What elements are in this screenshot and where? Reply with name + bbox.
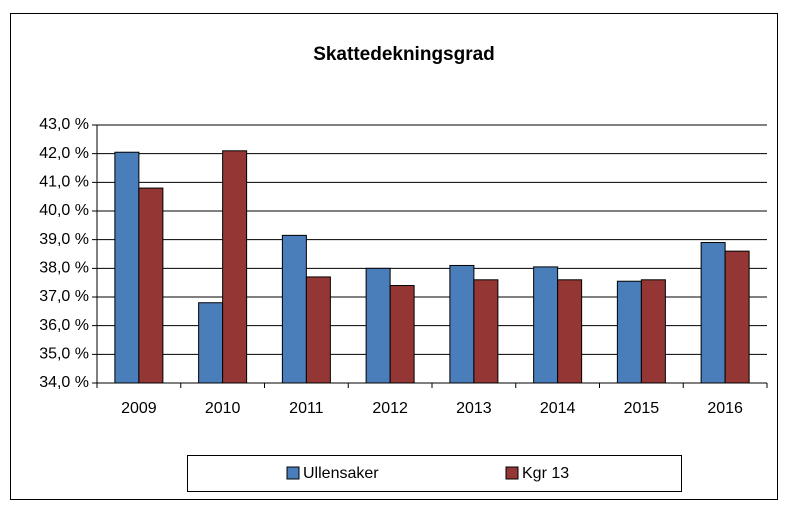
bar: [389, 285, 415, 384]
bar: [114, 151, 140, 384]
y-tick-label: 41,0 %: [39, 174, 89, 191]
y-tick-label: 42,0 %: [39, 145, 89, 162]
y-tick-label: 34,0 %: [39, 374, 89, 391]
legend-swatch: [505, 466, 519, 480]
bar: [616, 280, 642, 384]
y-tick-label: 43,0 %: [39, 116, 89, 133]
x-tick-label: 2016: [707, 400, 743, 417]
bar: [640, 279, 666, 384]
bar: [138, 187, 164, 384]
x-tick-label: 2011: [289, 400, 324, 417]
legend-label: Kgr 13: [522, 465, 569, 482]
legend-label: Ullensaker: [303, 465, 379, 482]
bar: [449, 264, 475, 384]
x-tick-label: 2013: [456, 400, 492, 417]
y-tick-label: 39,0 %: [39, 231, 89, 248]
bar: [700, 242, 726, 384]
x-tick-label: 2010: [205, 400, 241, 417]
chart-title: Skattedekningsgrad: [313, 44, 495, 65]
y-tick-label: 40,0 %: [39, 202, 89, 219]
legend-box: [187, 455, 682, 492]
x-tick-label: 2009: [121, 400, 157, 417]
x-tick-label: 2012: [372, 400, 408, 417]
bar: [533, 266, 559, 384]
x-tick-label: 2015: [624, 400, 660, 417]
bar: [198, 302, 224, 384]
x-tick-label: 2014: [540, 400, 576, 417]
bar: [222, 150, 248, 384]
bar: [305, 276, 331, 384]
y-tick-label: 37,0 %: [39, 288, 89, 305]
bar: [557, 279, 583, 384]
bar: [473, 279, 499, 384]
y-tick-label: 35,0 %: [39, 346, 89, 363]
legend-swatch: [286, 466, 300, 480]
bar: [281, 234, 307, 384]
bar: [724, 250, 750, 384]
y-tick-label: 36,0 %: [39, 317, 89, 334]
y-tick-label: 38,0 %: [39, 260, 89, 277]
bar: [365, 267, 391, 384]
